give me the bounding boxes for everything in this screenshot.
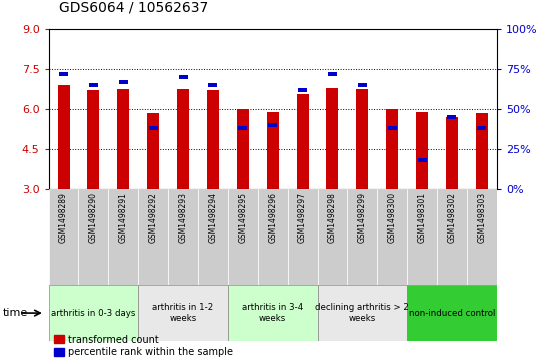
Text: GSM1498292: GSM1498292	[148, 192, 158, 242]
Text: GSM1498298: GSM1498298	[328, 192, 337, 242]
Bar	[237, 109, 249, 189]
Bar	[477, 126, 487, 130]
Bar	[467, 189, 497, 285]
Text: GSM1498293: GSM1498293	[179, 192, 187, 242]
Bar	[407, 189, 437, 285]
Text: GSM1498289: GSM1498289	[59, 192, 68, 242]
Text: arthritis in 0-3 days: arthritis in 0-3 days	[51, 309, 136, 318]
Bar	[448, 115, 456, 119]
Bar	[109, 189, 138, 285]
Bar	[78, 189, 109, 285]
Bar	[356, 89, 368, 189]
Text: arthritis in 1-2
weeks: arthritis in 1-2 weeks	[152, 303, 214, 323]
Text: GSM1498299: GSM1498299	[358, 192, 367, 242]
Bar	[416, 111, 428, 189]
Bar	[446, 117, 458, 189]
Text: GSM1498294: GSM1498294	[208, 192, 218, 242]
Bar	[59, 72, 68, 76]
Bar	[238, 126, 247, 130]
Bar	[328, 72, 337, 76]
Bar	[377, 189, 407, 285]
Bar	[89, 83, 98, 87]
Bar	[476, 113, 488, 189]
Bar	[49, 189, 78, 285]
Text: declining arthritis > 2
weeks: declining arthritis > 2 weeks	[315, 303, 409, 323]
Bar	[138, 189, 168, 285]
Bar	[386, 109, 398, 189]
Text: GSM1498302: GSM1498302	[448, 192, 456, 242]
Text: arthritis in 3-4
weeks: arthritis in 3-4 weeks	[242, 303, 303, 323]
Bar	[327, 87, 339, 189]
Text: GSM1498303: GSM1498303	[477, 192, 487, 243]
Text: GDS6064 / 10562637: GDS6064 / 10562637	[59, 0, 208, 15]
Bar	[298, 88, 307, 92]
Bar	[138, 285, 228, 341]
Bar	[437, 189, 467, 285]
Bar	[207, 90, 219, 189]
Text: GSM1498301: GSM1498301	[417, 192, 427, 242]
Bar	[228, 285, 318, 341]
Bar	[296, 94, 308, 189]
Text: non-induced control: non-induced control	[409, 309, 495, 318]
Bar	[228, 189, 258, 285]
Bar	[268, 123, 277, 127]
Bar	[117, 89, 129, 189]
Bar	[388, 126, 397, 130]
Bar	[288, 189, 318, 285]
Bar	[267, 111, 279, 189]
Bar	[347, 189, 377, 285]
Bar	[87, 90, 99, 189]
Bar	[407, 285, 497, 341]
Bar	[318, 189, 347, 285]
Bar	[208, 83, 218, 87]
Bar	[417, 158, 427, 162]
Text: GSM1498297: GSM1498297	[298, 192, 307, 242]
Bar	[119, 80, 128, 84]
Bar	[179, 75, 187, 79]
Bar	[148, 126, 158, 130]
Bar	[177, 89, 189, 189]
Legend: transformed count, percentile rank within the sample: transformed count, percentile rank withi…	[53, 334, 234, 358]
Bar	[49, 285, 138, 341]
Bar	[358, 83, 367, 87]
Bar	[58, 85, 70, 189]
Text: GSM1498295: GSM1498295	[238, 192, 247, 242]
Text: GSM1498290: GSM1498290	[89, 192, 98, 242]
Bar	[147, 113, 159, 189]
Bar	[198, 189, 228, 285]
Text: GSM1498300: GSM1498300	[388, 192, 397, 243]
Bar	[318, 285, 407, 341]
Bar	[258, 189, 288, 285]
Text: time: time	[3, 308, 28, 318]
Text: GSM1498296: GSM1498296	[268, 192, 277, 242]
Bar	[168, 189, 198, 285]
Text: GSM1498291: GSM1498291	[119, 192, 128, 242]
